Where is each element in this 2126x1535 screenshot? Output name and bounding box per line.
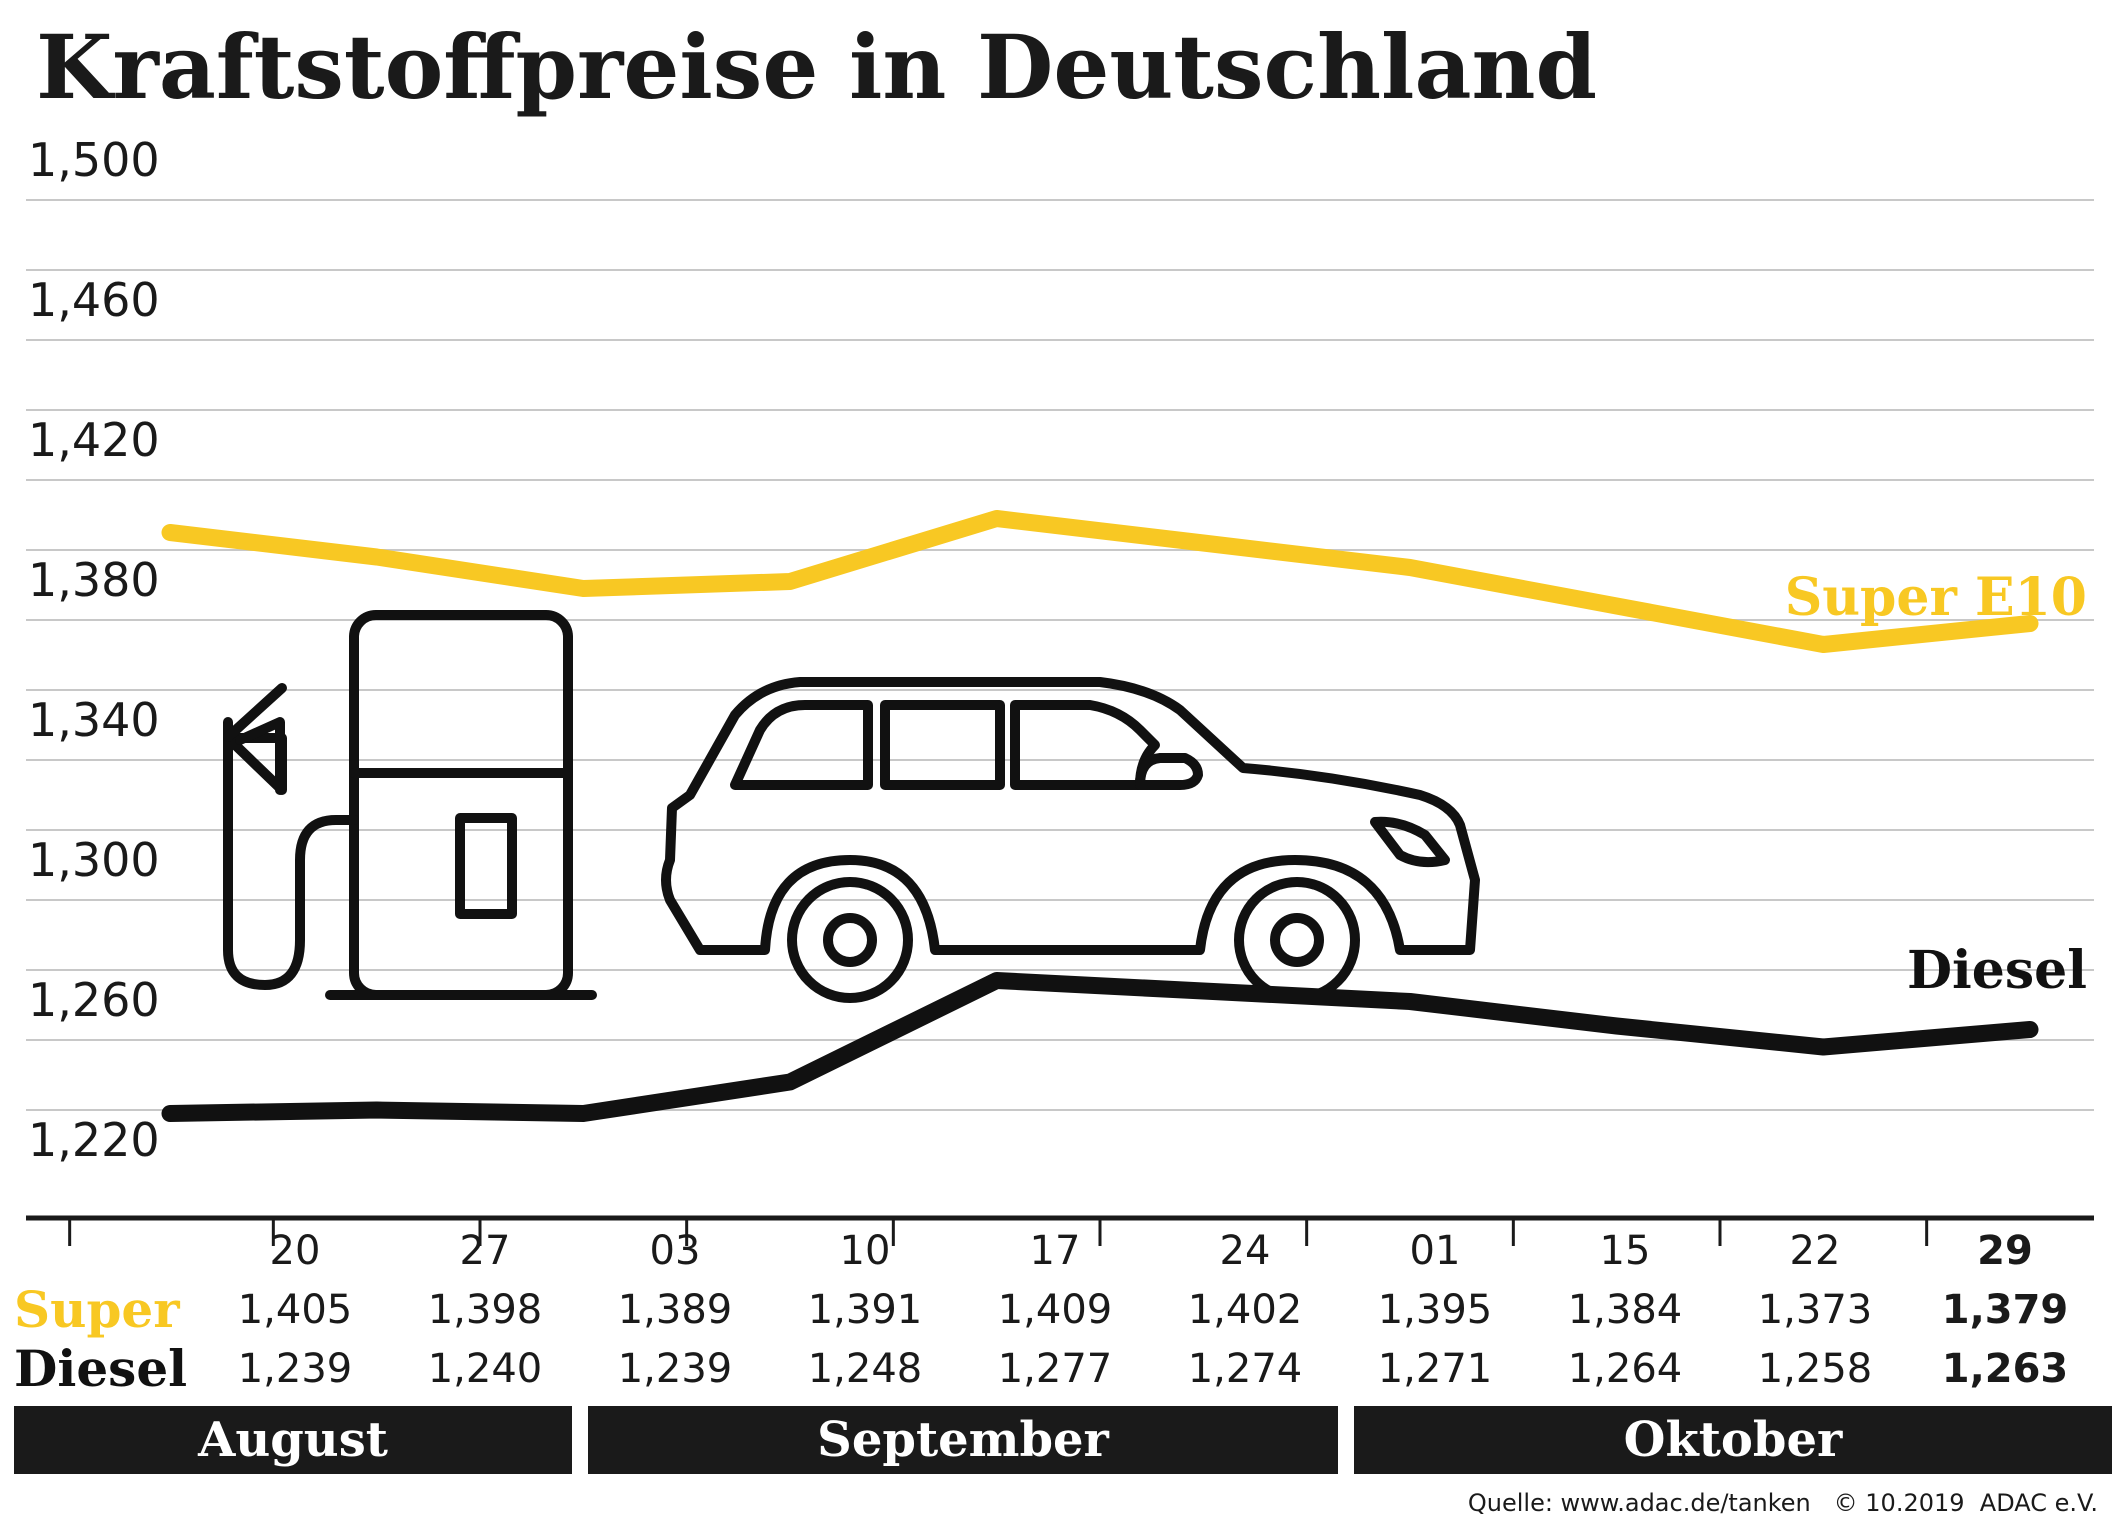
x-tick-label: 15 xyxy=(1600,1228,1651,1274)
table-cell: 1,409 xyxy=(998,1287,1113,1333)
y-tick-label: 1,420 xyxy=(28,413,160,467)
table-cell: 1,264 xyxy=(1568,1346,1683,1392)
month-band xyxy=(14,1406,572,1474)
x-tick-label: 27 xyxy=(460,1228,511,1274)
month-label: August xyxy=(197,1412,388,1468)
table-cell: 1,373 xyxy=(1758,1287,1873,1333)
table-cell: 1,379 xyxy=(1942,1287,2069,1333)
x-tick-label: 22 xyxy=(1790,1228,1841,1274)
table-cell: 1,263 xyxy=(1942,1346,2069,1392)
table-row-label-diesel: Diesel xyxy=(14,1339,187,1398)
month-label: Oktober xyxy=(1624,1412,1843,1468)
month-band xyxy=(1354,1406,2112,1474)
x-tick-label: 01 xyxy=(1410,1228,1461,1274)
table-cell: 1,389 xyxy=(618,1287,733,1333)
x-tick-label: 03 xyxy=(650,1228,701,1274)
table-cell: 1,239 xyxy=(618,1346,733,1392)
table-cell: 1,239 xyxy=(238,1346,353,1392)
table-cell: 1,258 xyxy=(1758,1346,1873,1392)
table-cell: 1,384 xyxy=(1568,1287,1683,1333)
table-cell: 1,402 xyxy=(1188,1287,1303,1333)
table-cell: 1,391 xyxy=(808,1287,923,1333)
y-tick-label: 1,340 xyxy=(28,693,160,747)
table-row-label-super: Super xyxy=(14,1280,180,1339)
table-cell: 1,405 xyxy=(238,1287,353,1333)
table-cell: 1,248 xyxy=(808,1346,923,1392)
series-label-diesel: Diesel xyxy=(1907,940,2087,1001)
table-cell: 1,398 xyxy=(428,1287,543,1333)
table-cell: 1,274 xyxy=(1188,1346,1303,1392)
chart-title: Kraftstoffpreise in Deutschland xyxy=(36,15,1597,119)
source-note: Quelle: www.adac.de/tanken © 10.2019 ADA… xyxy=(1468,1489,2098,1517)
y-tick-label: 1,380 xyxy=(28,553,160,607)
y-tick-label: 1,500 xyxy=(28,133,160,187)
y-tick-label: 1,260 xyxy=(28,973,160,1027)
car-icon xyxy=(661,677,1480,1003)
y-tick-label: 1,220 xyxy=(28,1113,160,1167)
x-tick-label: 10 xyxy=(840,1228,891,1274)
series-label-super-e10: Super E10 xyxy=(1785,567,2087,628)
x-tick-label: 17 xyxy=(1030,1228,1081,1274)
month-band xyxy=(588,1406,1338,1474)
month-label: September xyxy=(817,1412,1109,1468)
table-cell: 1,395 xyxy=(1378,1287,1493,1333)
x-tick-label: 20 xyxy=(270,1228,321,1274)
x-tick-label: 24 xyxy=(1220,1228,1271,1274)
fuel-pump-icon xyxy=(223,610,597,1000)
table-cell: 1,240 xyxy=(428,1346,543,1392)
y-tick-label: 1,300 xyxy=(28,833,160,887)
table-cell: 1,271 xyxy=(1378,1346,1493,1392)
y-tick-label: 1,460 xyxy=(28,273,160,327)
x-tick-label: 29 xyxy=(1977,1228,2033,1274)
decorative-illustration xyxy=(223,610,1480,1003)
table-cell: 1,277 xyxy=(998,1346,1113,1392)
series-line-super-e10 xyxy=(161,510,2039,653)
series-line-diesel xyxy=(161,972,2039,1122)
